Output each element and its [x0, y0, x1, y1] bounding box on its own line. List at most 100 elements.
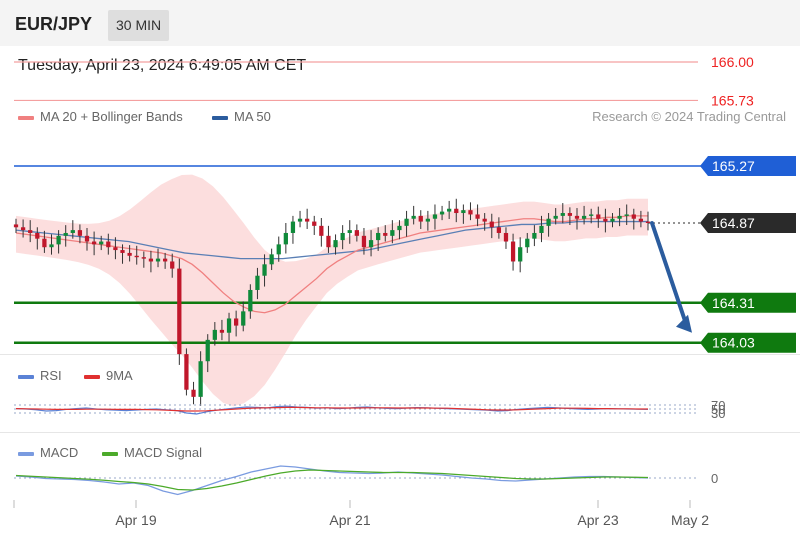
candle-body	[13, 224, 19, 228]
candle-body	[525, 238, 530, 248]
candle-body	[234, 318, 239, 326]
legend-macd-label: MACD	[40, 445, 79, 460]
legend-macd-signal-label: MACD Signal	[124, 445, 203, 460]
candle-body	[411, 215, 416, 219]
candle-body	[333, 240, 338, 248]
candle-body	[596, 214, 601, 219]
legend-ma50-label: MA 50	[234, 109, 271, 124]
ma50-swatch	[212, 115, 228, 120]
candle-body	[461, 210, 466, 214]
candle-body	[347, 230, 352, 233]
candle-body	[70, 230, 75, 233]
candle-body	[567, 213, 573, 216]
candle-body	[91, 241, 97, 245]
candle-body	[177, 268, 182, 355]
x-axis-label: Apr 21	[329, 512, 370, 528]
candle-body	[489, 221, 494, 228]
candle-body	[553, 215, 558, 219]
symbol-title: EUR/JPY	[15, 14, 93, 34]
candle-body	[376, 232, 381, 241]
candle-body	[638, 218, 644, 222]
candle-body	[383, 232, 388, 236]
candle-body	[312, 221, 317, 226]
candle-body	[425, 218, 430, 222]
level-label-2: 165.27	[712, 158, 755, 174]
level-tag-5	[700, 332, 796, 353]
level-label-4: 164.31	[712, 295, 755, 311]
candle-body	[610, 218, 615, 222]
candle-body	[106, 241, 111, 248]
macd-zero-label: 0	[711, 471, 718, 486]
bollinger-band	[16, 174, 648, 407]
9ma-swatch	[84, 374, 100, 379]
candle-body	[539, 225, 544, 233]
candle-body	[468, 210, 473, 215]
candle-body	[404, 218, 409, 226]
rsi-ref-label-0: 70	[711, 398, 725, 413]
level-label-1: 165.73	[711, 92, 754, 108]
candle-body	[77, 230, 83, 236]
candle-body	[645, 221, 651, 223]
candle-body	[454, 208, 459, 214]
macd-swatch	[18, 451, 34, 456]
projection-arrow-shaft	[650, 221, 688, 326]
macd-signal-line	[15, 469, 649, 491]
candle-body	[390, 230, 395, 236]
last-price-label: 164.87	[712, 215, 755, 231]
candle-body	[49, 244, 54, 248]
candle-body	[219, 329, 225, 333]
candle-body	[120, 250, 125, 253]
candle-body	[84, 235, 90, 242]
candle-body	[241, 311, 246, 326]
research-credit: Research © 2024 Trading Central	[592, 109, 786, 124]
candle-body	[134, 255, 139, 258]
candle-body	[603, 218, 608, 222]
candle-body	[368, 240, 374, 248]
candle-body	[397, 225, 402, 231]
legend-9ma-label: 9MA	[106, 368, 133, 383]
candle-body	[276, 244, 281, 255]
candle-body	[560, 213, 565, 216]
candle-body	[326, 235, 331, 248]
candle-body	[319, 225, 324, 236]
candle-body	[148, 258, 154, 262]
candle-body	[290, 221, 296, 233]
rsi-swatch	[18, 374, 34, 379]
candle-body	[212, 329, 217, 340]
legend-ma50: MA 50	[212, 109, 271, 124]
level-label-5: 164.03	[712, 335, 755, 351]
rsi-ref-label-2: 30	[711, 406, 725, 421]
candle-body	[162, 258, 168, 262]
candle-body	[226, 318, 232, 333]
panel-divider-rsi	[0, 354, 800, 355]
candle-body	[546, 218, 551, 226]
candle-body	[532, 232, 537, 239]
candle-body	[205, 339, 210, 362]
candle-body	[510, 241, 516, 262]
ma50-line	[15, 220, 648, 260]
legend-ma20-label: MA 20 + Bollinger Bands	[40, 109, 183, 124]
candle-body	[482, 218, 487, 222]
rsi-ref-label-1: 50	[711, 402, 725, 417]
candle-body	[262, 264, 267, 276]
timeframe-button[interactable]: 30 MIN	[108, 10, 170, 41]
projection-arrow-head	[676, 314, 692, 333]
candle-body	[574, 215, 580, 219]
legend-ma20: MA 20 + Bollinger Bands	[18, 109, 183, 124]
date-line: Tuesday, April 23, 2024 6:49:05 AM CET	[18, 57, 307, 74]
candle-body	[518, 247, 523, 262]
candle-body	[63, 232, 68, 236]
candle-body	[155, 258, 161, 262]
x-axis-label: May 2	[671, 512, 709, 528]
candle-body	[496, 227, 502, 233]
candle-body	[439, 211, 445, 215]
candle-body	[581, 215, 587, 219]
candle-body	[141, 257, 146, 259]
rsi-9ma-line	[15, 406, 648, 412]
candle-body	[28, 230, 33, 233]
candle-body	[191, 389, 196, 397]
legend-macd: MACD	[18, 445, 78, 460]
ma20-line	[15, 215, 648, 314]
panel-divider-macd	[0, 432, 800, 433]
x-axis-label: Apr 23	[577, 512, 618, 528]
